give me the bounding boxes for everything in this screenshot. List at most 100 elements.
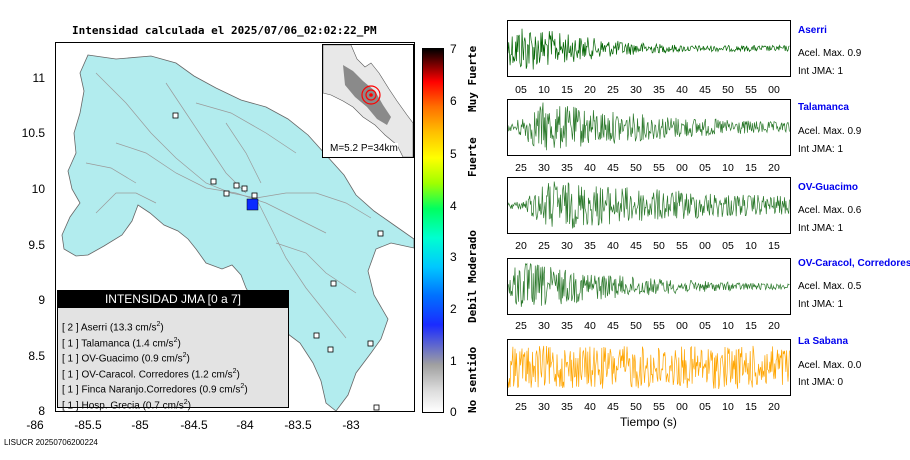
waveform-time-axis: 05 10 15 20 25 30 35 40 45 50 55 00 — [507, 84, 791, 96]
time-tick: 40 — [584, 401, 596, 413]
time-tick: 45 — [607, 162, 619, 174]
time-tick: 00 — [699, 240, 711, 252]
station-jma: Int JMA: 1 — [798, 66, 844, 77]
time-tick: 45 — [607, 401, 619, 413]
time-tick: 55 — [745, 84, 757, 96]
time-tick: 15 — [561, 84, 573, 96]
station-accel: Acel. Max. 0.9 — [798, 126, 862, 137]
waveform-time-axis: 25 30 35 40 45 50 55 00 05 10 15 20 — [507, 320, 791, 332]
waveform-panel[interactable] — [507, 20, 791, 77]
magnitude-depth-label: M=5.2 P=34km — [330, 143, 398, 154]
colorbar-label-debil: Debil — [466, 289, 479, 323]
time-tick: 15 — [768, 240, 780, 252]
intensity-legend: INTENSIDAD JMA [0 a 7] [ 2 ] Aserri (13.… — [57, 290, 289, 411]
seismogram-line — [508, 345, 790, 390]
time-tick: 20 — [768, 162, 780, 174]
time-tick: 00 — [676, 401, 688, 413]
seismogram-line — [508, 102, 790, 151]
waveform-x-label: Tiempo (s) — [620, 415, 677, 429]
seismogram-line — [508, 181, 790, 229]
waveform-time-axis: 25 30 35 40 45 50 55 00 05 10 15 20 — [507, 401, 791, 413]
time-tick: 55 — [676, 240, 688, 252]
waveform-panel[interactable] — [507, 339, 791, 396]
colorbar-tick: 6 — [450, 94, 457, 108]
time-tick: 00 — [676, 162, 688, 174]
waveform-time-axis: 20 25 30 35 40 45 50 55 00 05 10 15 — [507, 240, 791, 252]
intensity-colorbar — [422, 48, 444, 413]
time-tick: 25 — [515, 162, 527, 174]
time-tick: 50 — [630, 401, 642, 413]
time-tick: 45 — [630, 240, 642, 252]
colorbar-label-fuerte: Fuerte — [466, 137, 479, 177]
waveform-trace — [508, 181, 790, 229]
time-tick: 35 — [561, 401, 573, 413]
colorbar-tick: 4 — [450, 199, 457, 213]
time-tick: 35 — [584, 240, 596, 252]
costa-rica-map — [61, 54, 414, 411]
time-tick: 20 — [768, 320, 780, 332]
time-tick: 05 — [699, 401, 711, 413]
time-tick: 50 — [630, 320, 642, 332]
time-tick: 35 — [561, 162, 573, 174]
x-tick: -84 — [236, 418, 254, 432]
station-accel: Acel. Max. 0.5 — [798, 281, 862, 292]
time-tick: 05 — [699, 320, 711, 332]
y-tick: 9.5 — [28, 238, 45, 252]
time-tick: 25 — [515, 401, 527, 413]
time-tick: 30 — [630, 84, 642, 96]
time-tick: 50 — [630, 162, 642, 174]
waveform-trace — [508, 102, 790, 151]
time-tick: 10 — [538, 84, 550, 96]
time-tick: 55 — [653, 401, 665, 413]
time-tick: 30 — [538, 162, 550, 174]
time-tick: 50 — [722, 84, 734, 96]
station-accel: Acel. Max. 0.0 — [798, 360, 862, 371]
waveform-trace — [508, 345, 790, 390]
time-tick: 00 — [768, 84, 780, 96]
station-jma: Int JMA: 0 — [798, 377, 844, 388]
x-tick: -84.5 — [180, 418, 208, 432]
y-tick: 10 — [31, 182, 45, 196]
waveform-panel[interactable] — [507, 258, 791, 315]
seismogram-line — [508, 28, 790, 70]
time-tick: 30 — [538, 320, 550, 332]
costa-rica-land — [61, 54, 414, 411]
colorbar-label-no-sentido: No sentido — [466, 346, 479, 413]
time-tick: 00 — [676, 320, 688, 332]
station-markers — [172, 112, 384, 411]
colorbar-tick: 2 — [450, 302, 457, 316]
y-tick: 8 — [38, 404, 45, 418]
colorbar-tick: 3 — [450, 250, 457, 264]
time-tick: 30 — [561, 240, 573, 252]
waveform-panel[interactable] — [507, 99, 791, 156]
y-tick: 11 — [32, 71, 45, 85]
colorbar-tick: 0 — [450, 405, 457, 419]
station-accel: Acel. Max. 0.6 — [798, 205, 862, 216]
x-tick: -85.5 — [74, 418, 102, 432]
time-tick: 40 — [607, 240, 619, 252]
epicenter-marker — [246, 198, 259, 211]
x-tick: -85 — [131, 418, 149, 432]
time-tick: 55 — [653, 162, 665, 174]
y-tick: 10.5 — [21, 126, 45, 140]
map-title: Intensidad calculada el 2025/07/06_02:02… — [72, 24, 377, 37]
time-tick: 10 — [722, 320, 734, 332]
time-tick: 40 — [584, 320, 596, 332]
inset-locator-map — [322, 44, 414, 158]
station-jma: Int JMA: 1 — [798, 144, 844, 155]
time-tick: 15 — [745, 401, 757, 413]
waveform-time-axis: 25 30 35 40 45 50 55 00 05 10 15 20 — [507, 162, 791, 174]
time-tick: 05 — [515, 84, 527, 96]
legend-row: [ 1 ] Hosp. Grecia (0.7 cm/s2) — [62, 398, 191, 411]
y-tick: 8.5 — [28, 349, 45, 363]
waveform-trace — [508, 262, 790, 307]
time-tick: 10 — [722, 162, 734, 174]
x-tick: -83 — [342, 418, 360, 432]
y-tick: 9 — [38, 293, 45, 307]
legend-row: [ 2 ] Aserri (13.3 cm/s2) — [62, 321, 164, 334]
legend-row: [ 1 ] Finca Naranjo.Corredores (0.9 cm/s… — [62, 383, 248, 396]
legend-row: [ 1 ] Talamanca (1.4 cm/s2) — [62, 336, 181, 349]
seismogram-line — [508, 262, 790, 307]
waveform-panel[interactable] — [507, 177, 791, 234]
time-tick: 45 — [607, 320, 619, 332]
